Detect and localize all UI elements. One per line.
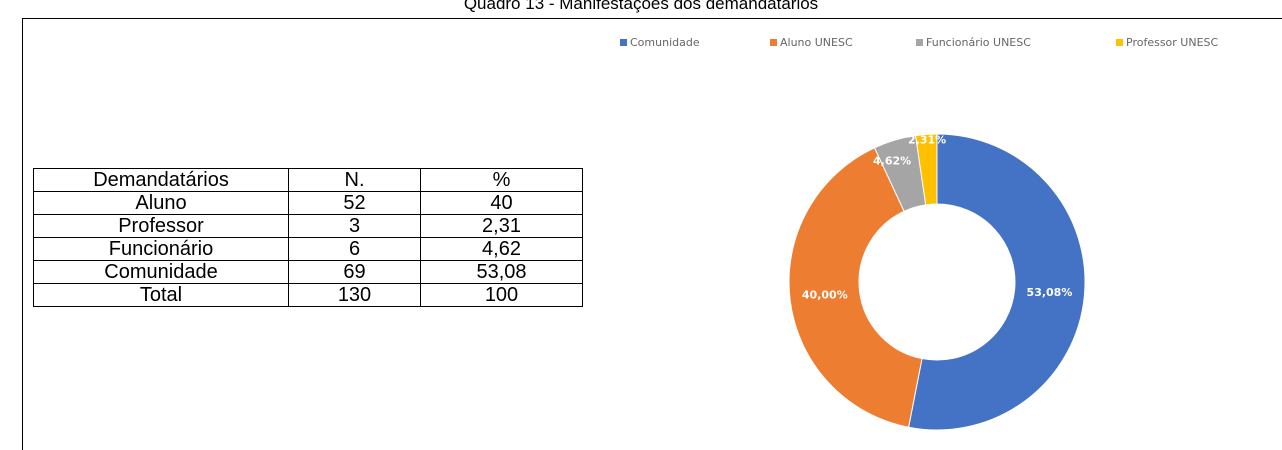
table-row: Professor 3 2,31 <box>33 214 583 238</box>
table-row: Aluno 52 40 <box>33 191 583 215</box>
slice <box>788 147 923 428</box>
table-cell: Aluno <box>33 191 289 215</box>
table-cell: 2,31 <box>420 214 583 238</box>
table-cell: 52 <box>288 191 421 215</box>
frame <box>22 18 1282 450</box>
slice <box>907 133 1086 431</box>
legend-label: Comunidade <box>630 36 700 49</box>
slice <box>915 133 938 206</box>
legend-label: Funcionário UNESC <box>926 36 1031 49</box>
table-cell: 40 <box>420 191 583 215</box>
table-cell: 100 <box>420 283 583 307</box>
slice-label: 4,62% <box>873 155 911 168</box>
header-cell: N. <box>288 168 421 192</box>
legend-swatch <box>620 39 627 46</box>
header-cell: % <box>420 168 583 192</box>
table-cell: Funcionário <box>33 237 289 261</box>
table-row: Funcionário 6 4,62 <box>33 237 583 261</box>
slice-label: 53,08% <box>1027 286 1073 299</box>
legend-label: Aluno UNESC <box>780 36 853 49</box>
legend-swatch <box>770 39 777 46</box>
legend-swatch <box>1116 39 1123 46</box>
table-cell: 69 <box>288 260 421 284</box>
legend-swatch <box>916 39 923 46</box>
table-cell: Total <box>33 283 289 307</box>
slice-label: 40,00% <box>802 289 848 302</box>
table-cell: 53,08 <box>420 260 583 284</box>
table-cell: 130 <box>288 283 421 307</box>
slice-label: 2,31% <box>908 133 946 146</box>
table-cell: 4,62 <box>420 237 583 261</box>
table-row: Total 130 100 <box>33 283 583 307</box>
table: Demandatários N. % Aluno 52 40 Professor 3 2,… <box>33 168 583 307</box>
title: Quadro 13 - Manifestações dos demandatár… <box>463 0 819 13</box>
table-header: Demandatários N. % <box>33 168 583 192</box>
legend-label: Professor UNESC <box>1126 36 1219 49</box>
